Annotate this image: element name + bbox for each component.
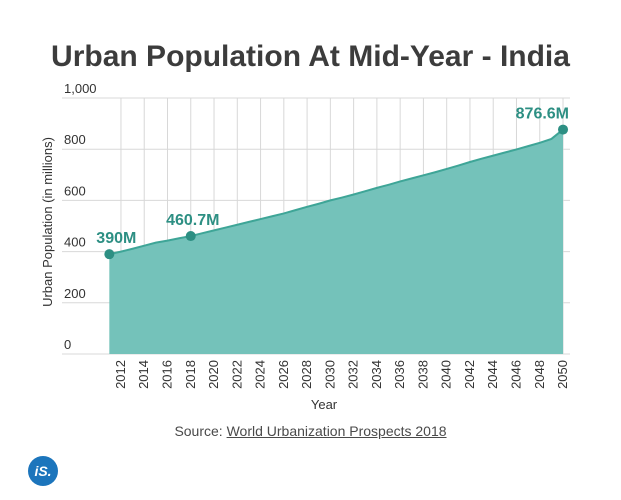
x-tick-label: 2024 (253, 360, 268, 389)
x-tick-label: 2040 (439, 360, 454, 389)
x-tick-label: 2032 (346, 360, 361, 389)
x-axis-ticks: 2012 2014 2016 2018 2020 2022 2024 2026 2028 2030… (113, 360, 570, 389)
x-tick-label: 2042 (462, 360, 477, 389)
x-tick-label: 2030 (322, 360, 337, 389)
x-tick-label: 2012 (113, 360, 128, 389)
source-prefix: Source: (174, 423, 227, 439)
data-point-marker (185, 231, 196, 242)
y-axis-label: Urban Population (in millions) (40, 137, 55, 307)
y-tick-label: 0 (64, 337, 71, 352)
x-tick-label: 2046 (508, 360, 523, 389)
x-tick-label: 2014 (136, 360, 151, 389)
y-tick-label: 200 (64, 286, 86, 301)
source-link[interactable]: World Urbanization Prospects 2018 (226, 423, 447, 439)
x-tick-label: 2048 (532, 360, 547, 389)
y-tick-label: 1,000 (64, 81, 97, 96)
x-tick-label: 2020 (206, 360, 221, 389)
x-tick-label: 2016 (159, 360, 174, 389)
y-tick-label: 600 (64, 183, 86, 198)
source-line: Source: World Urbanization Prospects 201… (0, 423, 621, 439)
area-fill (109, 129, 564, 354)
x-tick-label: 2044 (485, 360, 500, 389)
chart-title: Urban Population At Mid-Year - India (51, 40, 570, 73)
x-tick-label: 2050 (555, 360, 570, 389)
x-tick-label: 2022 (229, 360, 244, 389)
data-label: 390M (96, 230, 136, 247)
y-tick-label: 800 (64, 132, 86, 147)
y-tick-label: 400 (64, 235, 86, 250)
x-axis-label: Year (311, 397, 338, 412)
series-line (109, 128, 564, 256)
data-point-marker (558, 124, 569, 135)
logo-badge: iS. (28, 456, 58, 486)
x-tick-label: 2036 (392, 360, 407, 389)
data-label: 876.6M (516, 106, 569, 123)
x-tick-label: 2018 (183, 360, 198, 389)
x-tick-label: 2026 (276, 360, 291, 389)
x-tick-label: 2034 (369, 360, 384, 389)
x-tick-label: 2038 (415, 360, 430, 389)
data-label: 460.7M (166, 212, 219, 229)
y-axis-ticks: 0 200 400 600 800 1,000 (64, 81, 97, 352)
annotations: 390M 460.7M 876.6M (96, 106, 569, 260)
area-series (109, 128, 564, 354)
x-tick-label: 2028 (299, 360, 314, 389)
data-point-marker (104, 249, 115, 260)
